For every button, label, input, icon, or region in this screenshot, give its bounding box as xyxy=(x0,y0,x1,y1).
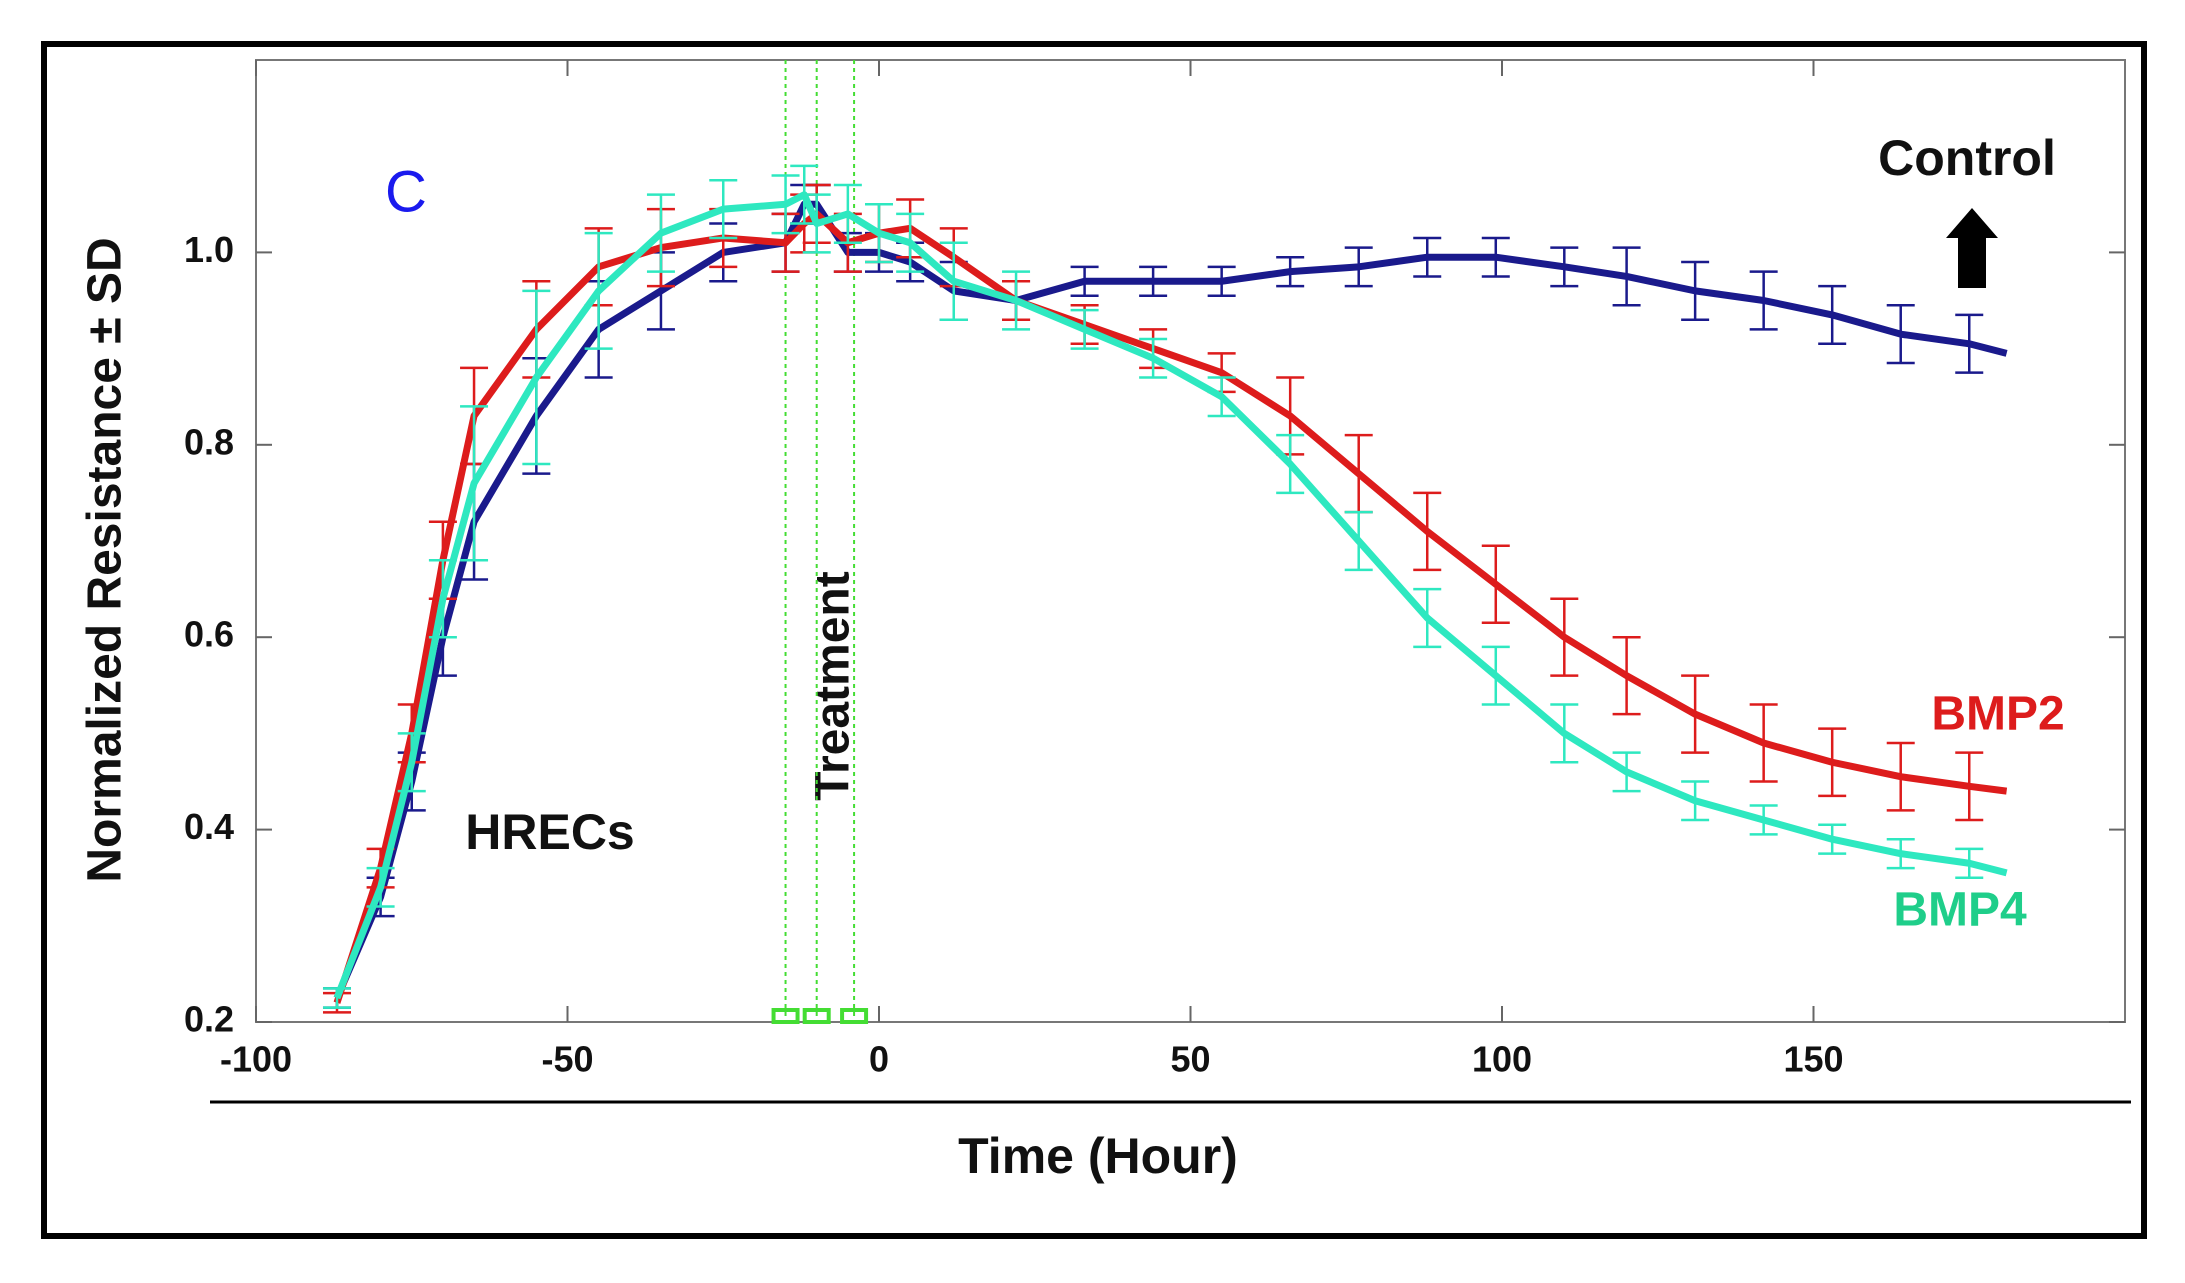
x-tick-label: 100 xyxy=(1472,1039,1532,1080)
x-tick-label: -50 xyxy=(541,1039,593,1080)
annotation: HRECs xyxy=(465,804,634,860)
y-tick-label: 0.6 xyxy=(184,614,234,655)
x-tick-label: 50 xyxy=(1170,1039,1210,1080)
series-line xyxy=(333,191,2008,1000)
y-tick-label: 0.2 xyxy=(184,999,234,1040)
series-label: BMP2 xyxy=(1931,688,2064,741)
treatment-marker xyxy=(771,1008,800,1024)
x-tick-label: 150 xyxy=(1783,1039,1843,1080)
panel-label: C xyxy=(385,159,427,224)
y-tick-label: 1.0 xyxy=(184,229,234,270)
treatment-marker xyxy=(840,1008,869,1024)
x-tick-label: -100 xyxy=(220,1039,292,1080)
y-tick-label: 0.8 xyxy=(184,421,234,462)
y-tick-label: 0.4 xyxy=(184,806,234,847)
frame xyxy=(41,41,2147,1239)
series-line xyxy=(333,210,2008,1004)
annotation: Treatment xyxy=(807,571,860,800)
annotation: Control xyxy=(1878,130,2056,186)
plot-area xyxy=(255,59,2126,1023)
x-tick-label: 0 xyxy=(869,1039,889,1080)
treatment-marker xyxy=(802,1008,831,1024)
series-line xyxy=(333,200,2008,1000)
series-label: BMP4 xyxy=(1893,884,2027,937)
arrow xyxy=(1946,208,1998,288)
x-axis-title: Time (Hour) xyxy=(958,1128,1238,1184)
y-axis-title: Normalized Resistance ± SD xyxy=(79,237,132,882)
